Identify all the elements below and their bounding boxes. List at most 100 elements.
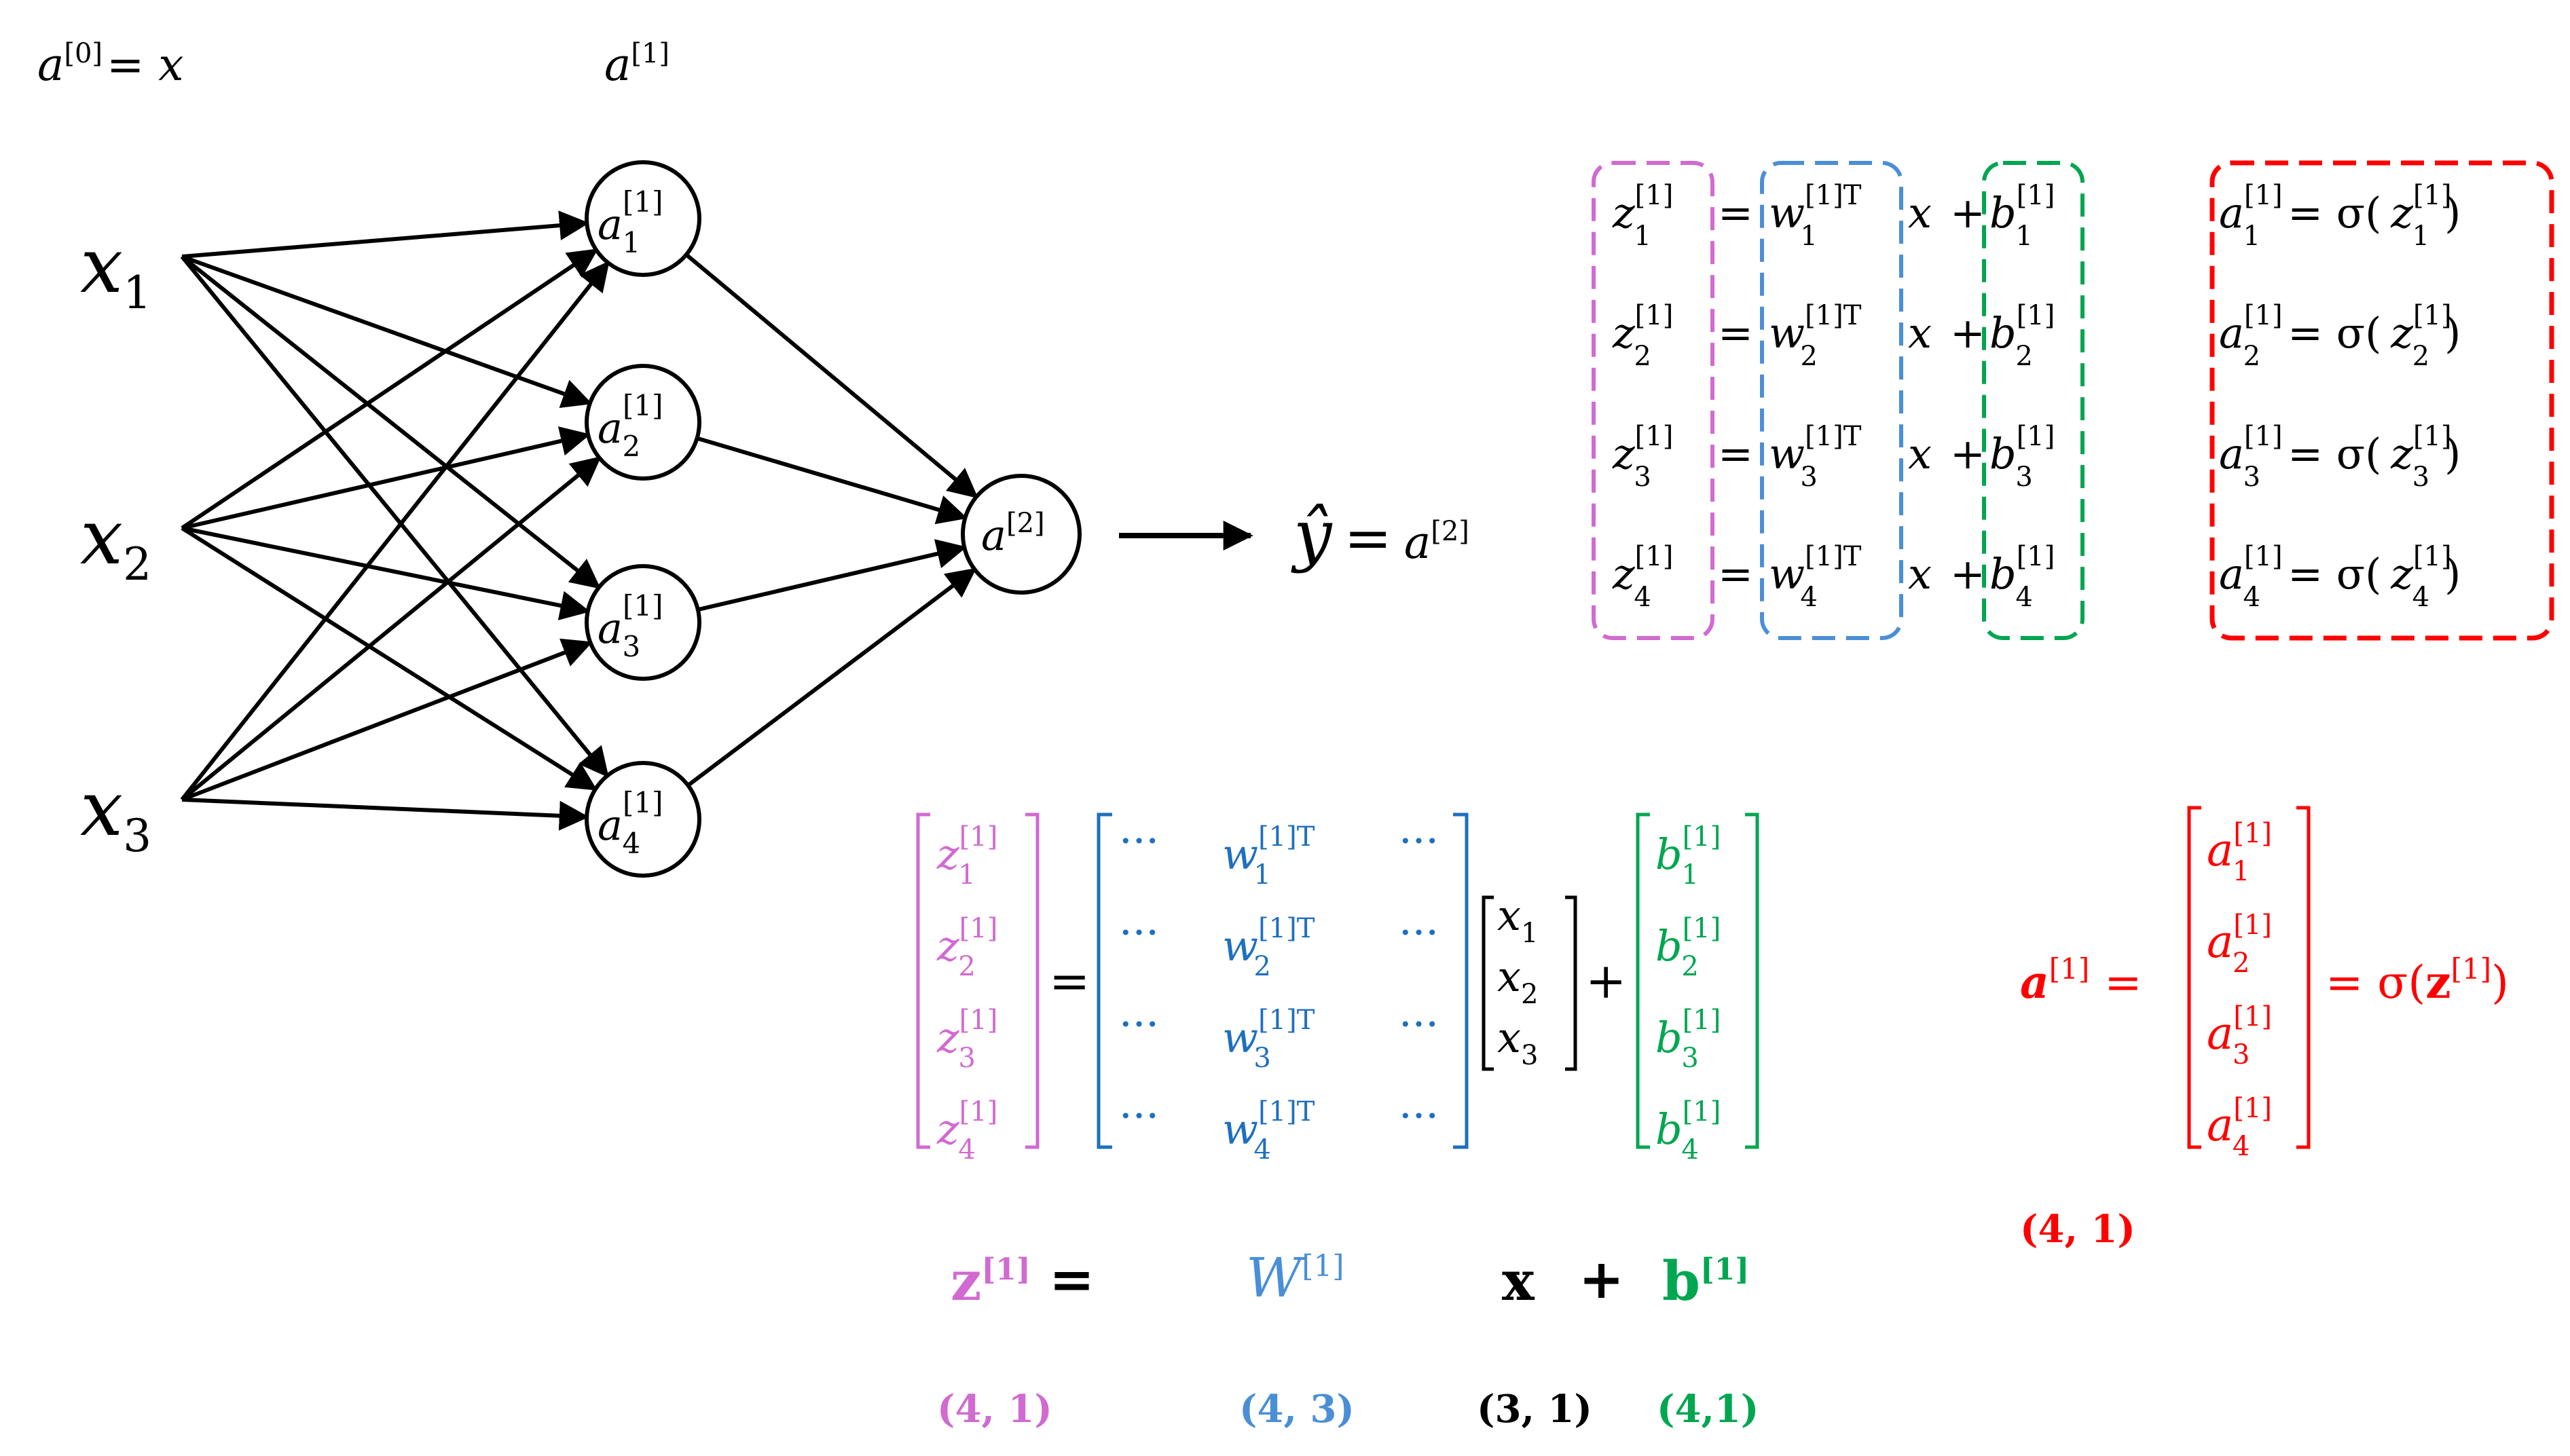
eq-b-4: b[1] 4 [1989,541,2055,613]
a-vector-shape: (4, 1) [2020,1207,2135,1252]
edge-a2-out [696,436,968,525]
equation-row-4: z[1] 4 = w[1]T 4 x + b[1] 4 a[1] 4 = σ(z[1] 4) [1612,541,2461,613]
a-entry-2: a[1] 2 [2207,910,2272,979]
z-column-box [1592,161,1714,640]
vector-form-eq: = [1049,1247,1095,1311]
equation-row-3: z[1] 3 = w[1]T 3 x + b[1] 3 a[1] 3 = σ(z[1] 3) [1612,421,2461,493]
matrix-eq-sign: = [1049,952,1090,1009]
a-entry-3: a[1] 3 [2207,1001,2272,1070]
activation-row-4: a[1] 4 = σ(z[1] 4) [2219,541,2461,613]
vector-form: z[1] = W[1] x + b[1] [951,1246,1749,1313]
eq-w-1: w[1]T 1 [1769,180,1862,252]
b-entry-2: b[1] 2 [1655,913,1721,982]
edge-x3-a2 [181,456,602,802]
eq-w-2: w[1]T 2 [1769,300,1862,372]
eq-sign-4: = [1718,549,1753,599]
eq-plus-3: + [1950,429,1985,479]
edge-a1-out [684,253,978,499]
a-entry-4: a[1] 4 [2207,1093,2272,1162]
eq-plus-2: + [1950,308,1985,358]
b-entry-3: b[1] 3 [1655,1005,1721,1074]
svg-text:a[1]1: a[1] 1 [598,185,663,259]
eq-b-1: b[1] 1 [1989,180,2055,252]
eq-b-3: b[1] 3 [1989,421,2055,493]
activation-row-3: a[1] 3 = σ(z[1] 3) [2219,421,2461,493]
shape-x: (3, 1) [1477,1387,1592,1432]
b-vector [1636,813,1759,1149]
svg-text:a[1]: a[1] [604,38,669,91]
edge-x1-a4 [180,255,609,778]
b-entry-4: b[1] 4 [1655,1096,1721,1165]
a-entry-1: a[1] 1 [2207,818,2272,887]
w-dots-left-2: ··· [1119,908,1159,957]
z-entry-2: z[1] 2 [936,913,997,982]
input-x1: x1 [80,222,151,319]
svg-text:a[1]2: a[1] 2 [598,389,663,463]
a-vector-lhs: a[1] = [2020,952,2142,1009]
w-dots-left-3: ··· [1119,999,1159,1049]
svg-text:a[0]= x: a[0]= x [37,38,184,91]
yhat-label: ŷ = a[2] [1291,495,1469,574]
w-dots-right-2: ··· [1399,908,1439,957]
edge-x2-a2 [181,426,591,530]
eq-z-3: z[1] 3 [1612,421,1673,493]
scalar-equations: z[1] 1 = w[1]T 1 x + b[1] 1 a[1] 1 = σ(z[1] 1)z[1] 2 =… [1592,160,2554,641]
eq-sign-2: = [1718,308,1753,358]
a-vector-rhs: = σ(z[1]) [2326,952,2509,1009]
w-dots-left-1: ··· [1119,816,1159,865]
eq-w-4: w[1]T 4 [1769,541,1862,613]
activation-row-2: a[1] 2 = σ(z[1] 2) [2219,300,2461,372]
a-vector-equation: a[1] = a[1] 1 a[1] 2 a[1] 3 a[1] 4 = σ(z[1]) (4,… [2020,806,2509,1252]
eq-x-3: x [1908,429,1932,479]
eq-sign-3: = [1718,429,1753,479]
shape-b: (4,1) [1657,1387,1759,1432]
z-entry-4: z[1] 4 [936,1096,997,1165]
w-dots-right-3: ··· [1399,999,1439,1049]
vector-form-x: x [1502,1249,1535,1313]
shape-z: (4, 1) [937,1387,1052,1432]
header-a1: a[1] [604,38,669,91]
z-entry-3: z[1] 3 [936,1005,997,1074]
input-labels: x1 x2 x3 [80,222,151,862]
edge-x3-a3 [181,638,593,802]
eq-sign-1: = [1718,188,1753,238]
x-entry-1: x1 [1497,891,1538,949]
x-vector [1482,895,1577,1071]
w-dots-right-1: ··· [1399,816,1439,865]
edge-x1-a3 [181,255,601,589]
network-edges [180,210,978,831]
header-a0: a[0]= x [37,38,184,91]
b-column-box [1982,161,2085,640]
svg-text:a[1]3: a[1] 3 [598,589,663,663]
z-entry-1: z[1] 1 [936,821,997,891]
edge-x3-a1 [180,261,610,801]
vector-form-W: W[1] [1246,1246,1344,1309]
edge-x1-a1 [181,210,589,259]
w-row-1: w[1]T 1 [1222,821,1315,891]
svg-text:a[2]: a[2] [981,508,1045,560]
eq-x-2: x [1908,308,1932,358]
edge-x1-a2 [181,255,593,408]
input-x3: x3 [80,765,151,862]
vector-form-b: b[1] [1662,1249,1749,1313]
vector-form-plus: + [1579,1247,1624,1311]
eq-x-1: x [1908,188,1932,238]
w-row-3: w[1]T 3 [1222,1005,1315,1074]
edge-x2-a1 [181,248,599,530]
svg-text:a[1]4: a[1] 4 [598,786,663,860]
eq-plus-4: + [1950,549,1985,599]
edge-x2-a4 [181,526,598,791]
eq-b-2: b[1] 2 [1989,300,2055,372]
input-x2: x2 [80,493,151,591]
eq-x-4: x [1908,549,1932,599]
edge-x3-a4 [181,798,589,831]
eq-w-3: w[1]T 3 [1769,421,1862,493]
w-row-4: w[1]T 4 [1222,1096,1315,1165]
hidden-node-4: a[1] 4 [585,761,701,878]
x-entry-2: x2 [1497,952,1538,1010]
hidden-node-1: a[1] 1 [585,160,701,277]
w-row-2: w[1]T 2 [1222,913,1315,982]
b-entry-1: b[1] 1 [1655,821,1721,891]
x-entry-3: x3 [1497,1013,1538,1071]
